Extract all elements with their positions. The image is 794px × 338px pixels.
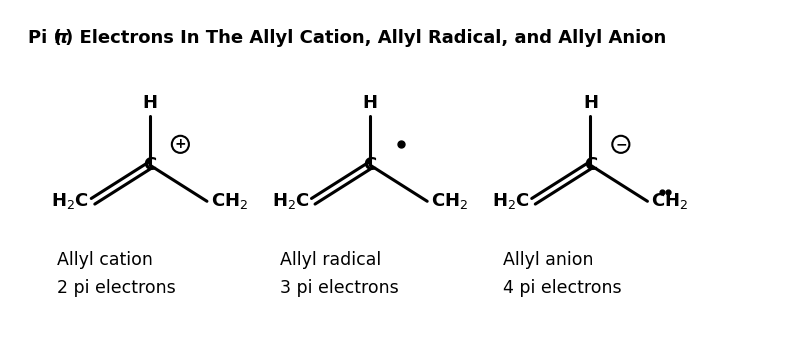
Text: −: − [615, 137, 626, 151]
Text: +: + [175, 137, 186, 151]
Text: H: H [363, 94, 378, 112]
Text: H: H [142, 94, 157, 112]
Text: 3 pi electrons: 3 pi electrons [280, 279, 399, 297]
Text: H$_2$C: H$_2$C [52, 191, 89, 211]
Text: Allyl anion: Allyl anion [503, 251, 594, 269]
Text: 4 pi electrons: 4 pi electrons [503, 279, 622, 297]
Text: C: C [584, 156, 597, 174]
Text: H: H [583, 94, 598, 112]
Text: H$_2$C: H$_2$C [492, 191, 530, 211]
Text: C: C [144, 156, 156, 174]
Text: π: π [54, 29, 68, 47]
Text: Allyl cation: Allyl cation [57, 251, 152, 269]
Text: CH$_2$: CH$_2$ [210, 191, 248, 211]
Text: ) Electrons In The Allyl Cation, Allyl Radical, and Allyl Anion: ) Electrons In The Allyl Cation, Allyl R… [64, 29, 666, 47]
Text: CH$_2$: CH$_2$ [431, 191, 468, 211]
Text: CH$_2$: CH$_2$ [651, 191, 688, 211]
Text: 2 pi electrons: 2 pi electrons [57, 279, 175, 297]
Text: C: C [364, 156, 377, 174]
Text: Pi (: Pi ( [29, 29, 62, 47]
Text: Allyl radical: Allyl radical [280, 251, 381, 269]
Text: H$_2$C: H$_2$C [272, 191, 310, 211]
